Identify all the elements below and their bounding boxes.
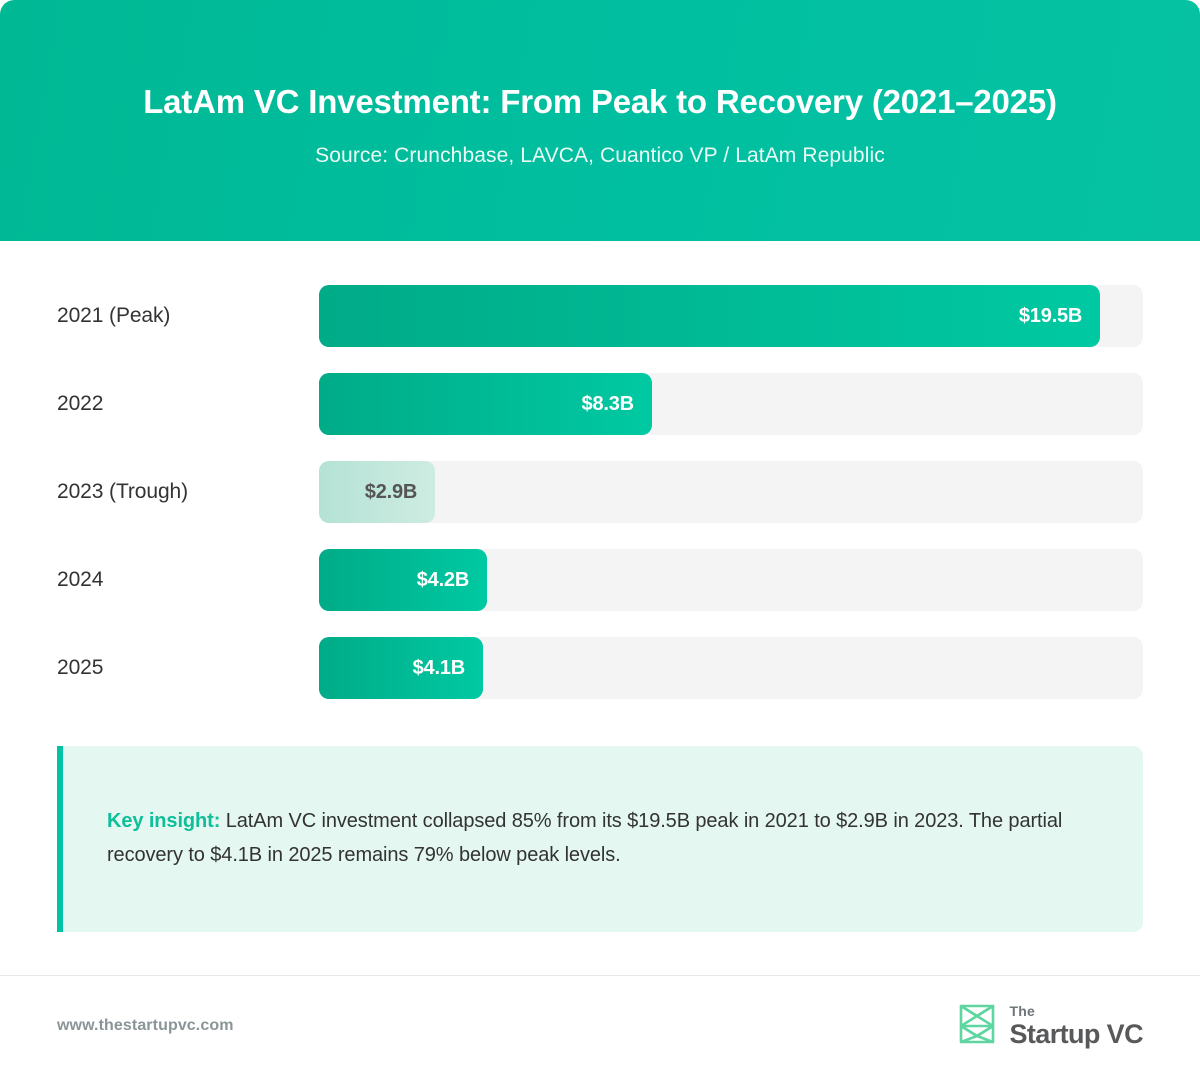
bar-category-label: 2023 (Trough) xyxy=(57,480,188,503)
bar-track: $8.3B xyxy=(319,373,1143,435)
bar-fill: $2.9B xyxy=(319,461,436,523)
chart-header: LatAm VC Investment: From Peak to Recove… xyxy=(0,0,1200,241)
bar-value-label: $4.2B xyxy=(416,568,470,591)
brand-logo: The Startup VC xyxy=(956,1002,1144,1051)
bar-value-label: $4.1B xyxy=(412,656,466,679)
key-insight-callout: Key insight: LatAm VC investment collaps… xyxy=(57,746,1143,932)
bar-row: 2021 (Peak) $19.5B xyxy=(57,285,1143,347)
bar-category-label: 2022 xyxy=(57,392,104,415)
bar-row: 2022 $8.3B xyxy=(57,373,1143,435)
bar-track: $4.2B xyxy=(319,549,1143,611)
bar-value-label: $2.9B xyxy=(364,480,418,503)
bar-category-label: 2021 (Peak) xyxy=(57,304,171,327)
bar-fill: $19.5B xyxy=(319,285,1101,347)
hourglass-logo-icon xyxy=(956,1002,998,1051)
bar-track: $19.5B xyxy=(319,285,1143,347)
bar-category-label: 2025 xyxy=(57,656,104,679)
key-insight-body: LatAm VC investment collapsed 85% from i… xyxy=(107,809,1063,866)
footer: www.thestartupvc.com The St xyxy=(0,976,1200,1076)
bar-fill: $4.2B xyxy=(319,549,488,611)
bar-fill: $4.1B xyxy=(319,637,483,699)
chart-body: 2021 (Peak) $19.5B 2022 $8.3B 2023 (Trough) $… xyxy=(0,241,1200,975)
footer-website-url[interactable]: www.thestartupvc.com xyxy=(57,1017,234,1034)
bar-chart: 2021 (Peak) $19.5B 2022 $8.3B 2023 (Trough) $… xyxy=(57,285,1143,699)
bar-value-label: $8.3B xyxy=(581,392,635,415)
brand-logo-wordmark: The Startup VC xyxy=(1009,1004,1143,1048)
brand-logo-the: The xyxy=(1009,1003,1035,1019)
bar-track: $2.9B xyxy=(319,461,1143,523)
bar-track: $4.1B xyxy=(319,637,1143,699)
bar-fill: $8.3B xyxy=(319,373,652,435)
page-title: LatAm VC Investment: From Peak to Recove… xyxy=(143,82,1057,120)
key-insight-label: Key insight: xyxy=(107,809,221,832)
footer-divider xyxy=(0,975,1200,976)
brand-logo-name: Startup VC xyxy=(1009,1019,1143,1049)
bar-value-label: $19.5B xyxy=(1018,304,1083,327)
bar-row: 2024 $4.2B xyxy=(57,549,1143,611)
bar-row: 2025 $4.1B xyxy=(57,637,1143,699)
key-insight-text: Key insight: LatAm VC investment collaps… xyxy=(107,804,1099,873)
bar-category-label: 2024 xyxy=(57,568,104,591)
bar-row: 2023 (Trough) $2.9B xyxy=(57,461,1143,523)
source-attribution: Source: Crunchbase, LAVCA, Cuantico VP /… xyxy=(315,144,885,168)
